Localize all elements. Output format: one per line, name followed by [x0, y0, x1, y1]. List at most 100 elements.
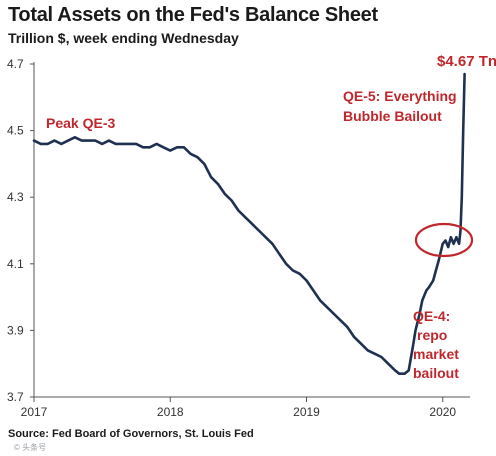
annotation-total: $4.67 Tn — [437, 53, 496, 70]
series-layer — [32, 72, 466, 376]
data-point — [387, 362, 390, 365]
data-point — [360, 342, 362, 345]
y-tick-label: 3.9 — [7, 323, 24, 337]
x-axis: 2017 2018 2019 2020 — [21, 396, 470, 419]
data-point — [162, 146, 165, 149]
data-point — [251, 222, 253, 225]
data-point — [203, 163, 206, 165]
data-point — [305, 279, 308, 282]
data-point — [452, 242, 455, 245]
watermark: © 头条号 — [14, 443, 47, 452]
data-point — [148, 146, 151, 149]
data-point — [428, 286, 430, 288]
data-point — [39, 143, 42, 145]
data-point — [176, 146, 179, 149]
data-point — [332, 312, 335, 315]
data-point — [312, 289, 315, 292]
x-tick-label: 2020 — [429, 405, 456, 419]
data-point — [292, 269, 294, 272]
annotation-qe4-line1: QE-4: — [413, 308, 450, 324]
data-point — [135, 143, 138, 145]
data-point — [257, 229, 260, 232]
data-point — [463, 73, 466, 75]
annotation-qe4-line3: market — [413, 346, 459, 362]
x-tick-label: 2017 — [21, 405, 48, 419]
data-point — [271, 242, 274, 245]
data-point — [460, 196, 463, 199]
data-point — [94, 139, 97, 142]
data-point — [128, 143, 131, 145]
y-tick-label: 4.1 — [7, 257, 24, 271]
y-axis: 3.7 3.9 4.1 4.3 4.5 4.7 — [7, 57, 35, 404]
data-point — [74, 136, 76, 139]
data-point — [414, 329, 417, 332]
data-point — [264, 236, 267, 239]
data-point — [411, 346, 414, 348]
data-point — [326, 306, 328, 308]
data-point — [196, 156, 199, 159]
data-point — [458, 242, 460, 245]
source-note: Source: Fed Board of Governors, St. Loui… — [8, 428, 254, 440]
data-point — [407, 369, 410, 372]
data-point — [403, 372, 406, 375]
data-point — [230, 199, 233, 202]
data-point — [441, 242, 444, 245]
data-point — [155, 143, 158, 145]
data-point — [217, 183, 219, 185]
data-point — [418, 312, 421, 315]
chart-title: Total Assets on the Fed's Balance Sheet — [8, 4, 378, 26]
data-point — [435, 269, 437, 272]
data-point — [437, 259, 440, 262]
data-point — [223, 193, 226, 195]
data-point — [278, 252, 281, 255]
data-point — [366, 349, 369, 352]
data-point — [319, 299, 321, 302]
annotation-qe4-line4: bailout — [413, 365, 459, 381]
qe4-highlight-circle — [414, 222, 474, 258]
data-point — [169, 149, 172, 152]
data-point — [432, 279, 435, 282]
y-tick-label: 4.7 — [7, 57, 24, 71]
y-tick-label: 3.7 — [7, 390, 24, 404]
data-point — [237, 209, 240, 212]
y-tick-label: 4.3 — [7, 190, 24, 204]
data-point — [80, 139, 83, 142]
data-point — [353, 336, 356, 338]
data-point — [398, 372, 401, 375]
data-point — [298, 272, 301, 275]
y-tick-label: 4.5 — [7, 124, 24, 138]
annotation-qe5-line1: QE-5: Everything — [343, 88, 457, 104]
data-point — [114, 143, 117, 145]
annotation-qe5-line2: Bubble Bailout — [343, 108, 442, 124]
x-tick-label: 2018 — [157, 405, 184, 419]
data-point — [339, 319, 342, 322]
x-tick-label: 2019 — [293, 405, 320, 419]
data-point — [444, 239, 447, 242]
data-point — [285, 262, 287, 265]
data-point — [380, 356, 383, 358]
data-point — [67, 139, 69, 142]
data-point — [462, 129, 465, 132]
data-point — [46, 143, 49, 145]
data-point — [87, 139, 90, 142]
data-point — [346, 326, 349, 328]
data-point — [373, 352, 376, 355]
data-point — [421, 299, 424, 302]
data-point — [108, 139, 110, 142]
data-point — [183, 146, 185, 149]
data-point — [142, 146, 144, 149]
data-point — [394, 369, 396, 372]
data-point — [447, 246, 450, 249]
chart-subtitle: Trillion $, week ending Wednesday — [8, 30, 239, 46]
data-point — [101, 143, 103, 145]
data-point — [53, 139, 56, 142]
annotation-qe4-line2: repo — [417, 327, 447, 343]
data-point — [459, 229, 462, 232]
data-point — [189, 153, 192, 155]
data-point — [60, 143, 63, 145]
data-point — [450, 236, 452, 239]
data-point — [33, 139, 35, 142]
annotation-peak-qe3: Peak QE-3 — [46, 115, 115, 131]
data-point — [210, 176, 213, 179]
